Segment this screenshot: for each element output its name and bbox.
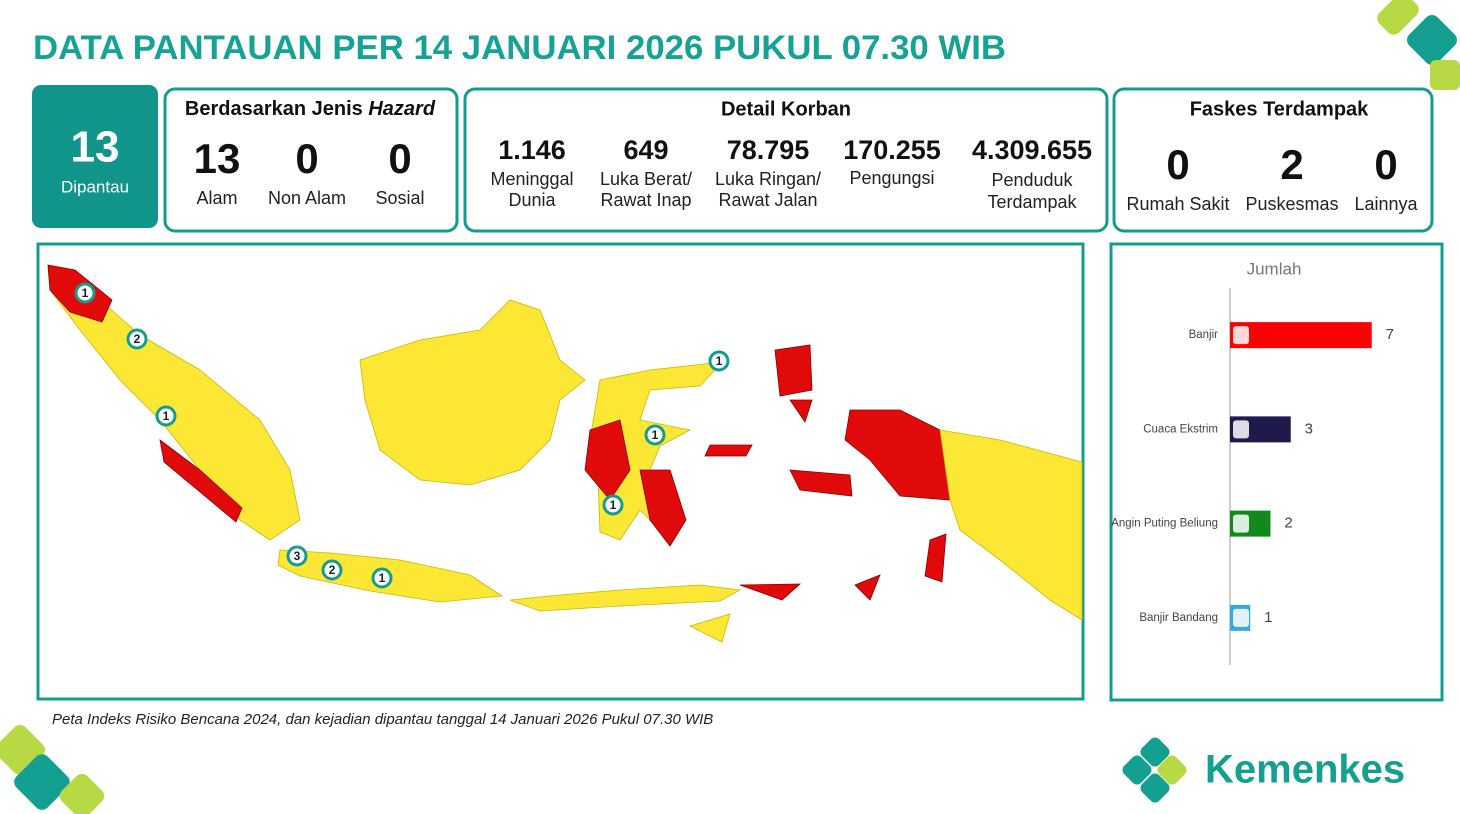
map-marker: 2 xyxy=(321,559,343,581)
marker-circle xyxy=(74,282,96,304)
bar xyxy=(1230,322,1372,349)
category-label: Banjir Bandang xyxy=(1139,612,1218,624)
hazard-title: Berdasarkan Jenis Hazard xyxy=(185,98,436,120)
marker-circle xyxy=(644,424,666,446)
marker-circle xyxy=(155,405,177,427)
victim-label: Pengungsi xyxy=(849,168,934,188)
map xyxy=(47,264,1083,643)
victim-label: Penduduk xyxy=(991,170,1073,190)
marker-circle xyxy=(126,328,148,350)
map-marker: 1 xyxy=(644,424,666,446)
facility-value: 0 xyxy=(1166,141,1189,188)
map-marker: 3 xyxy=(286,545,308,567)
value-label: 2 xyxy=(1284,515,1292,532)
marker-circle xyxy=(286,545,308,567)
victim-value: 1.146 xyxy=(498,135,566,165)
chart-box xyxy=(1109,242,1444,702)
map-marker: 1 xyxy=(708,350,730,372)
victims-title: Detail Korban xyxy=(721,98,851,120)
victim-label: Dunia xyxy=(508,190,556,210)
hazard-label: Non Alam xyxy=(268,188,346,208)
monitored-label: Dipantau xyxy=(61,177,129,196)
facility-label: Puskesmas xyxy=(1245,194,1338,214)
facilities-box xyxy=(1112,87,1434,233)
victim-value: 649 xyxy=(623,135,668,165)
victim-value: 78.795 xyxy=(727,135,810,165)
facility-label: Lainnya xyxy=(1354,194,1418,214)
value-label: 3 xyxy=(1305,420,1313,437)
hazard-box xyxy=(163,87,459,233)
victim-label: Luka Berat/ xyxy=(600,169,692,189)
marker-label: 3 xyxy=(294,549,301,563)
chart-bars: 7 Banjir 3 Cuaca Ekstrim 2 Angin Puting Beliu… xyxy=(1111,322,1394,631)
map-marker: 1 xyxy=(602,494,624,516)
victim-label: Terdampak xyxy=(987,192,1077,212)
victim-label: Meninggal xyxy=(490,169,573,189)
logo-icon xyxy=(1122,737,1187,803)
map-marker: 1 xyxy=(74,282,96,304)
value-label: 7 xyxy=(1386,326,1394,343)
hazard-title-italic: Hazard xyxy=(368,98,435,120)
category-label: Angin Puting Beliung xyxy=(1111,518,1218,530)
victim-label: Rawat Inap xyxy=(600,190,691,210)
monitored-value: 13 xyxy=(71,123,120,172)
marker-circle xyxy=(708,350,730,372)
marker-circle xyxy=(602,494,624,516)
victim-value: 4.309.655 xyxy=(972,135,1092,165)
facilities-title: Faskes Terdampak xyxy=(1190,98,1369,120)
hazard-items: 13 Alam 0 Non Alam 0 Sosial xyxy=(194,135,425,208)
victim-label: Rawat Jalan xyxy=(718,190,817,210)
bar-icon xyxy=(1233,514,1249,533)
hazard-value: 13 xyxy=(194,135,241,182)
chart-title: Jumlah xyxy=(1247,259,1302,278)
victim-label: Luka Ringan/ xyxy=(715,169,821,189)
bar-icon xyxy=(1233,326,1249,345)
page-title: DATA PANTAUAN PER 14 JANUARI 2026 PUKUL … xyxy=(33,29,1006,67)
hazard-title-text: Berdasarkan Jenis xyxy=(185,98,368,120)
map-markers: 1 2 1 3 2 1 1 1 1 xyxy=(74,282,730,589)
hazard-label: Alam xyxy=(196,188,237,208)
hazard-label: Sosial xyxy=(375,188,424,208)
marker-label: 1 xyxy=(82,286,89,300)
marker-label: 2 xyxy=(134,332,141,346)
hazard-value: 0 xyxy=(388,135,411,182)
map-marker: 1 xyxy=(371,567,393,589)
marker-label: 1 xyxy=(652,428,659,442)
victim-value: 170.255 xyxy=(843,135,941,165)
bar-icon xyxy=(1233,608,1249,627)
facility-label: Rumah Sakit xyxy=(1126,194,1229,214)
facility-value: 0 xyxy=(1374,141,1397,188)
victims-box xyxy=(463,87,1109,233)
logo-text: Kemenkes xyxy=(1205,748,1405,792)
marker-label: 1 xyxy=(379,571,386,585)
marker-circle xyxy=(321,559,343,581)
facility-value: 2 xyxy=(1280,141,1303,188)
facility-items: 0 Rumah Sakit 2 Puskesmas 0 Lainnya xyxy=(1126,141,1418,214)
category-label: Banjir xyxy=(1189,329,1219,341)
bar-icon xyxy=(1233,420,1249,439)
marker-circle xyxy=(371,567,393,589)
monitored-box xyxy=(32,85,158,228)
hazard-value: 0 xyxy=(295,135,318,182)
value-label: 1 xyxy=(1264,609,1272,626)
marker-label: 1 xyxy=(716,354,723,368)
marker-label: 1 xyxy=(610,498,617,512)
category-label: Cuaca Ekstrim xyxy=(1143,423,1218,435)
map-marker: 2 xyxy=(126,328,148,350)
map-caption: Peta Indeks Risiko Bencana 2024, dan kej… xyxy=(52,711,713,728)
marker-label: 1 xyxy=(163,409,170,423)
marker-label: 2 xyxy=(329,563,336,577)
map-marker: 1 xyxy=(155,405,177,427)
